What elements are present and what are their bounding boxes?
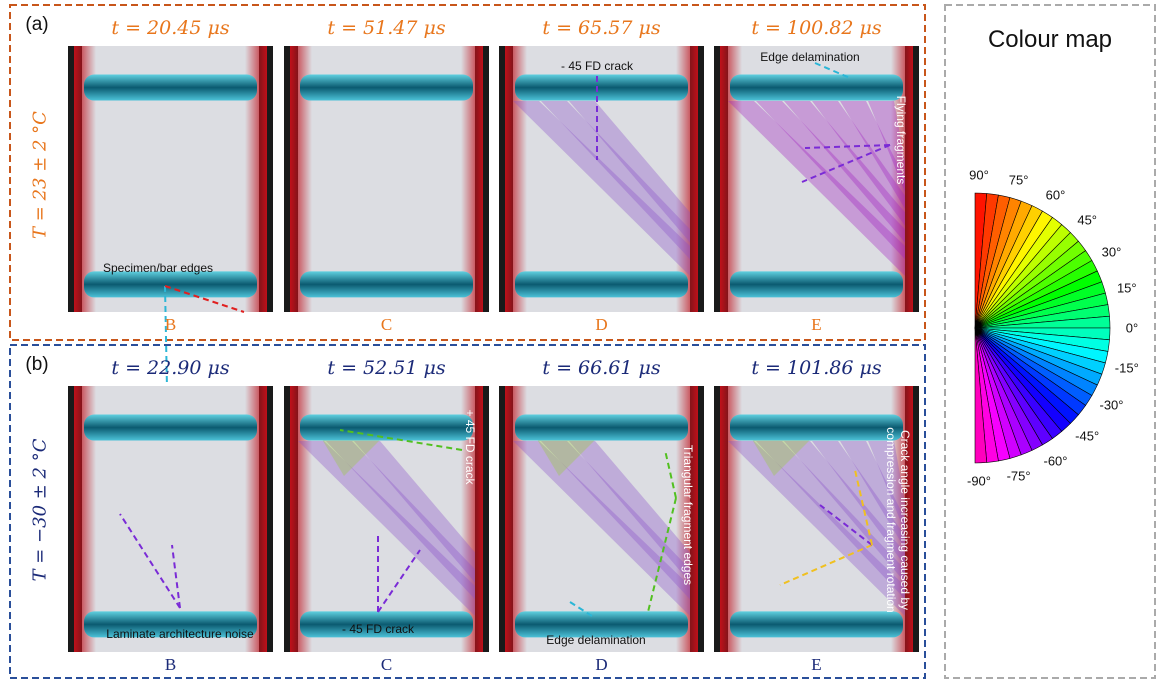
time-label: t = 22.90 μs — [111, 357, 229, 379]
bar-edge — [515, 75, 688, 101]
bar-edge — [515, 271, 688, 297]
annotation: - 45 FD crack — [342, 622, 414, 636]
bar-edge — [730, 611, 903, 637]
colour-map-tick: -30° — [1100, 397, 1124, 412]
temperature-label: T = −30 ± 2 °C — [30, 439, 51, 582]
specimen-image — [68, 386, 273, 652]
colour-map-tick: -75° — [1007, 468, 1031, 483]
frame-label: E — [811, 315, 821, 335]
temperature-label: T = 23 ± 2 °C — [30, 111, 51, 239]
frame-label: C — [381, 315, 392, 335]
bar-edge — [300, 415, 473, 441]
colour-map-tick: -90° — [967, 474, 991, 489]
time-label: t = 101.86 μs — [751, 357, 881, 379]
annotation: Flying fragments — [894, 96, 908, 185]
bar-edge — [300, 75, 473, 101]
time-label: t = 20.45 μs — [111, 17, 229, 39]
frame-label: C — [381, 655, 392, 675]
frame-label: B — [165, 315, 176, 335]
specimen-image — [284, 46, 489, 312]
annotation: Specimen/bar edges — [103, 261, 213, 275]
time-label: t = 52.51 μs — [327, 357, 445, 379]
annotation: Crack angle increasing caused by compres… — [884, 403, 912, 638]
specimen-image — [284, 386, 489, 652]
colour-map-title: Colour map — [988, 26, 1112, 54]
frame-label: D — [595, 655, 607, 675]
bar-edge — [84, 75, 257, 101]
time-label: t = 66.61 μs — [542, 357, 660, 379]
bar-edge — [84, 271, 257, 297]
annotation: Triangular fragment edges — [681, 445, 695, 585]
bar-edge — [730, 271, 903, 297]
frame-label: B — [165, 655, 176, 675]
bar-edge — [300, 271, 473, 297]
colour-map-tick: -15° — [1115, 360, 1139, 375]
frame-label: E — [811, 655, 821, 675]
colour-map-tick: 15° — [1117, 281, 1137, 296]
annotation: Laminate architecture noise — [105, 627, 255, 641]
time-label: t = 65.57 μs — [542, 17, 660, 39]
specimen-image — [714, 46, 919, 312]
colour-map-tick: 30° — [1102, 244, 1122, 259]
annotation: - 45 FD crack — [561, 59, 633, 73]
specimen-image — [499, 46, 704, 312]
bar-edge — [515, 415, 688, 441]
annotation: + 45 FD crack — [463, 409, 477, 484]
colour-map-tick: -60° — [1044, 453, 1068, 468]
annotation: Edge delamination — [760, 50, 859, 64]
annotation: Edge delamination — [546, 633, 645, 647]
colour-map-tick: -45° — [1075, 429, 1099, 444]
colour-map-tick: 75° — [1009, 173, 1029, 188]
colour-map-tick: 60° — [1046, 188, 1066, 203]
figure-graphics — [0, 0, 1158, 681]
frame-label: D — [595, 315, 607, 335]
bar-edge — [730, 415, 903, 441]
bar-edge — [84, 415, 257, 441]
panel-label: (a) — [25, 14, 48, 36]
colour-map-tick: 90° — [969, 168, 989, 183]
time-label: t = 100.82 μs — [751, 17, 881, 39]
bar-edge — [730, 75, 903, 101]
figure: (a) T = 23 ± 2 °C t = 20.45 μs B Specimen/ba… — [0, 0, 1158, 681]
specimen-image — [499, 386, 704, 652]
colour-map-tick: 0° — [1126, 321, 1138, 336]
time-label: t = 51.47 μs — [327, 17, 445, 39]
colour-map-tick: 45° — [1077, 212, 1097, 227]
panel-label: (b) — [25, 354, 48, 376]
